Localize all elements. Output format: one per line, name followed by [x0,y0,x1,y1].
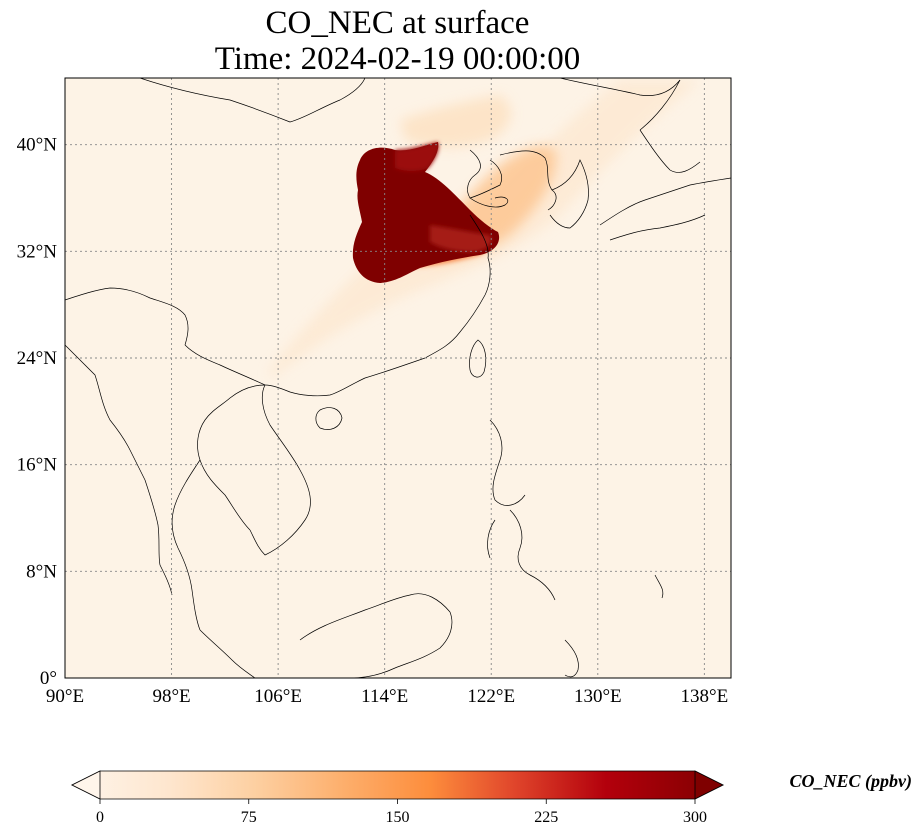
colorbar-label: CO_NEC (ppbv) [789,771,913,791]
lon-tick-label: 130°E [574,686,622,707]
lon-tick-label: 106°E [254,686,302,707]
lat-tick-label: 0° [40,668,57,689]
lat-tick-label: 16°N [17,455,58,476]
lat-tick-label: 8°N [26,561,57,582]
lon-tick-label: 122°E [467,686,515,707]
colorbar-tick-label: 225 [534,809,558,826]
colorbar: 0 75 150 225 300 [71,770,724,826]
lon-tick-label: 98°E [152,686,190,707]
co-concentration-field [270,80,700,380]
map-area [65,78,731,678]
colorbar-tick-label: 75 [241,809,257,826]
map-frame [64,77,732,679]
axis-ticks: 90°E 98°E 106°E 114°E 122°E 130°E 138°E 0° 8°N 16… [17,135,729,707]
lon-tick-label: 114°E [361,686,408,707]
lon-tick-label: 90°E [46,686,84,707]
colorbar-min-extend-triangle [71,770,101,800]
colorbar-max-extend-triangle [694,770,724,800]
lat-tick-label: 32°N [17,241,58,262]
map-subtitle-time: Time: 2024-02-19 00:00:00 [214,41,581,77]
lat-tick-label: 24°N [17,348,58,369]
colorbar-tick-label: 0 [96,809,104,826]
lat-tick-label: 40°N [17,135,58,156]
lon-tick-label: 138°E [681,686,729,707]
map-gridlines [65,78,731,678]
map-title: CO_NEC at surface [265,5,530,41]
colorbar-tick-label: 300 [683,809,707,826]
colorbar-tick-label: 150 [386,809,410,826]
colorbar-gradient [71,770,724,800]
